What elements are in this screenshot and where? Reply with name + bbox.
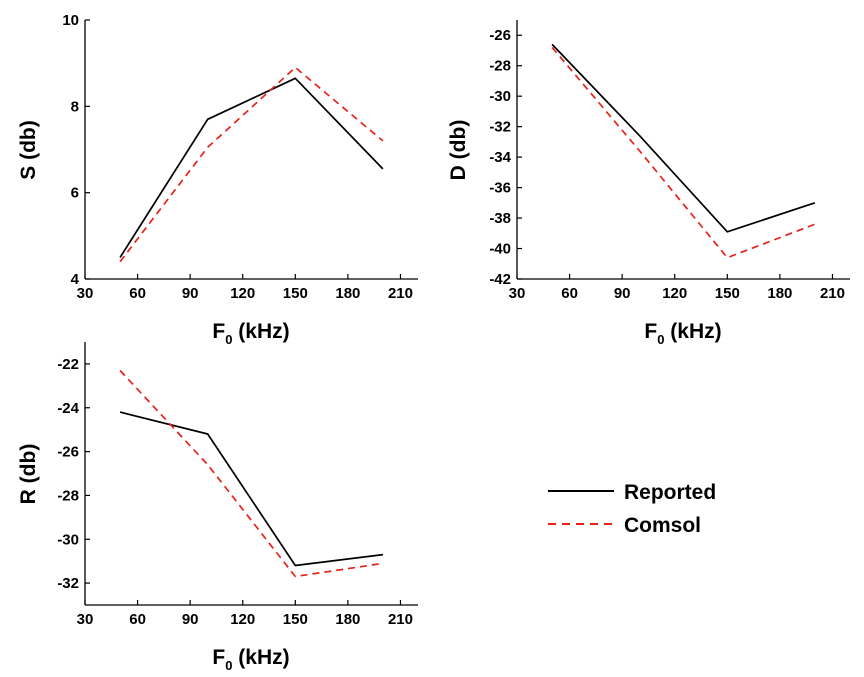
series-line-reported-s xyxy=(119,77,384,258)
x-axis-title-s: F0 (kHz) xyxy=(212,320,289,347)
y-tick-label-d: -42 xyxy=(489,271,511,288)
x-tick-label-d: 180 xyxy=(767,285,792,302)
chart-panel-d: 30 60 90 120 150 180 210 -42 -40 -38 -36 -34 -32 -30 -… xyxy=(447,20,850,347)
y-tick-label-d: -36 xyxy=(489,180,511,197)
y-axis-title-s: S (db) xyxy=(17,120,40,179)
x-tick-label-d: 90 xyxy=(614,285,631,302)
y-tick-label-d: -32 xyxy=(489,119,511,136)
x-tick-label-s: 90 xyxy=(182,285,199,302)
legend-label-reported: Reported xyxy=(624,481,716,504)
x-axis-title-r: F0 (kHz) xyxy=(212,646,289,673)
x-tick-label-s: 180 xyxy=(335,285,360,302)
y-tick-label-d: -40 xyxy=(489,241,511,258)
y-tick-label-d: -28 xyxy=(489,58,511,75)
chart-panel-s: 30 60 90 120 150 180 210 4 6 8 10 S (db) F0 (kHz) xyxy=(17,12,418,347)
y-tick-label-r: -32 xyxy=(57,575,79,592)
series-line-comsol-d xyxy=(551,46,816,259)
series-line-comsol-r xyxy=(119,369,384,578)
legend: Reported Comsol xyxy=(548,481,716,537)
x-tick-label-s: 30 xyxy=(77,285,94,302)
y-tick-label-d: -38 xyxy=(489,210,511,227)
x-tick-label-s: 150 xyxy=(283,285,308,302)
series-line-reported-r xyxy=(119,411,384,567)
x-tick-label-d: 60 xyxy=(561,285,578,302)
x-tick-label-r: 150 xyxy=(283,611,308,628)
y-tick-label-s: 10 xyxy=(62,12,79,29)
y-tick-label-r: -22 xyxy=(57,356,79,373)
x-tick-label-r: 90 xyxy=(182,611,199,628)
x-tick-label-s: 210 xyxy=(388,285,413,302)
x-tick-label-d: 30 xyxy=(509,285,526,302)
x-tick-label-r: 30 xyxy=(77,611,94,628)
series-line-comsol-s xyxy=(119,66,384,263)
y-tick-label-s: 6 xyxy=(71,185,79,202)
x-tick-label-r: 210 xyxy=(388,611,413,628)
x-tick-label-r: 120 xyxy=(230,611,255,628)
chart-panel-r: 30 60 90 120 150 180 210 -32 -30 -28 -26 -24 -22 R (d… xyxy=(17,342,418,673)
legend-label-comsol: Comsol xyxy=(624,514,701,537)
y-tick-label-d: -34 xyxy=(489,149,511,166)
x-axis-title-d: F0 (kHz) xyxy=(644,320,721,347)
y-axis-title-d: D (db) xyxy=(447,120,470,181)
x-tick-label-d: 210 xyxy=(820,285,845,302)
y-tick-label-r: -28 xyxy=(57,487,79,504)
x-tick-label-d: 150 xyxy=(715,285,740,302)
y-tick-label-r: -26 xyxy=(57,444,79,461)
series-line-reported-d xyxy=(551,43,816,233)
y-tick-label-r: -24 xyxy=(57,400,79,417)
y-tick-label-d: -30 xyxy=(489,88,511,105)
x-tick-label-r: 180 xyxy=(335,611,360,628)
x-tick-label-d: 120 xyxy=(662,285,687,302)
y-tick-label-d: -26 xyxy=(489,27,511,44)
y-tick-label-r: -30 xyxy=(57,531,79,548)
y-tick-label-s: 4 xyxy=(71,271,80,288)
x-tick-label-s: 60 xyxy=(129,285,146,302)
y-tick-label-s: 8 xyxy=(71,98,79,115)
x-tick-label-s: 120 xyxy=(230,285,255,302)
y-axis-title-r: R (db) xyxy=(17,444,40,505)
x-tick-label-r: 60 xyxy=(129,611,146,628)
